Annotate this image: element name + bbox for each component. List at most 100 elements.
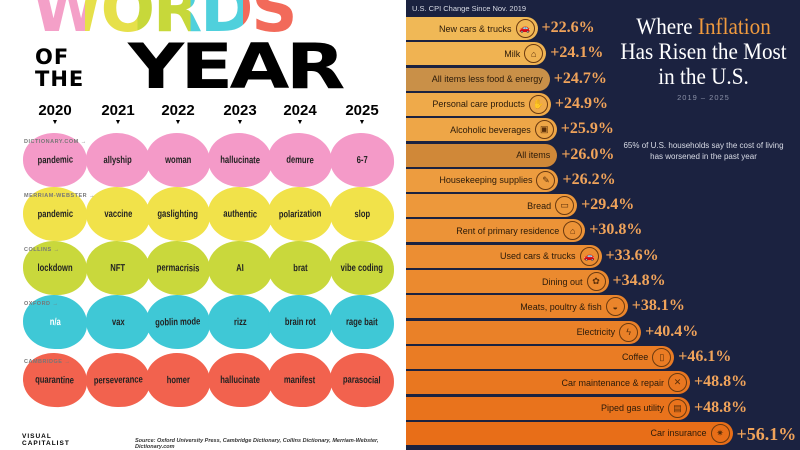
word-label: hallucinate bbox=[220, 374, 260, 386]
word-bubble: perseverance bbox=[85, 352, 151, 408]
bar-label: Housekeeping supplies bbox=[439, 175, 533, 186]
word-label: permacrisis bbox=[156, 261, 200, 275]
bar: Piped gas utility ▤ bbox=[406, 396, 691, 420]
word-bubble: NFT bbox=[85, 240, 151, 296]
bar: All items bbox=[406, 143, 558, 167]
steak-icon: ◒ bbox=[605, 297, 625, 317]
title-of: OF bbox=[35, 45, 70, 69]
bar: Milk ⌂ bbox=[406, 42, 547, 66]
value-label: +34.8% bbox=[612, 272, 666, 289]
chart-subtitle: U.S. CPI Change Since Nov. 2019 bbox=[412, 4, 527, 13]
word-label: allyship bbox=[103, 154, 133, 166]
word-bubble: slop bbox=[329, 186, 395, 242]
value-label: +25.9% bbox=[560, 120, 614, 138]
word-label: parasocial bbox=[343, 374, 381, 386]
title-of-the: OF THE bbox=[35, 46, 84, 90]
value-label: +48.8% bbox=[694, 398, 748, 416]
wrench-hammer-icon: ✕ bbox=[668, 373, 688, 393]
title-the: THE bbox=[35, 67, 85, 91]
bar-label: Meats, poultry & fish bbox=[520, 301, 602, 312]
bar: Alcoholic beverages ▣ bbox=[406, 118, 557, 142]
takeout-box-icon: ✿ bbox=[586, 272, 606, 291]
bar-label: New cars & trucks bbox=[439, 23, 512, 34]
word-bubble: brat bbox=[267, 240, 333, 296]
word-label: woman bbox=[164, 154, 192, 166]
word-label: n/a bbox=[49, 316, 61, 328]
word-bubble: vaccine bbox=[86, 187, 150, 241]
word-label: brat bbox=[292, 262, 308, 274]
dictionary-label: CAMBRIDGE → bbox=[24, 359, 71, 365]
inflation-chart: U.S. CPI Change Since Nov. 2019 New cars… bbox=[406, 0, 800, 450]
word-bubble: manifest bbox=[267, 352, 333, 408]
word-label: 6-7 bbox=[356, 154, 368, 166]
word-label: hallucinate bbox=[220, 154, 260, 166]
dictionary-label: MERRIAM-WEBSTER → bbox=[24, 193, 96, 199]
year-label: 2023 bbox=[210, 102, 270, 126]
bar-label: Coffee bbox=[621, 352, 649, 363]
word-label: demure bbox=[286, 154, 314, 166]
bar: Car maintenance & repair ✕ bbox=[406, 371, 691, 395]
bar-label: Car insurance bbox=[650, 428, 707, 439]
word-label: homer bbox=[166, 374, 190, 386]
bar: Rent of primary residence ⌂ bbox=[406, 219, 586, 243]
word-bubble: polarization bbox=[267, 186, 333, 242]
word-label: goblin mode bbox=[155, 315, 201, 329]
word-label: authentic bbox=[222, 208, 258, 220]
value-label: +38.1% bbox=[631, 297, 685, 315]
lightning-icon: ϟ bbox=[619, 322, 639, 342]
word-label: polarization bbox=[278, 207, 322, 221]
value-label: +22.6% bbox=[541, 19, 595, 36]
value-label: +30.8% bbox=[589, 221, 643, 239]
word-label: quarantine bbox=[35, 374, 75, 386]
value-label: +26.2% bbox=[562, 170, 616, 188]
bar: Meats, poultry & fish ◒ bbox=[406, 295, 628, 319]
milk-carton-icon: ⌂ bbox=[524, 44, 544, 64]
bar: Bread ▭ bbox=[406, 194, 578, 218]
word-bubble: brain rot bbox=[268, 295, 332, 349]
source-note: Source: Oxford University Press, Cambrid… bbox=[135, 438, 379, 450]
bar-label: Piped gas utility bbox=[600, 403, 665, 413]
bar: New cars & trucks 🚗 bbox=[406, 17, 538, 40]
value-label: +33.6% bbox=[605, 246, 659, 264]
bar-label: Used cars & trucks bbox=[500, 251, 576, 262]
year-label: 2022 bbox=[148, 102, 208, 126]
bar-label: All items bbox=[516, 150, 551, 160]
household-note: 65% of U.S. households say the cost of l… bbox=[623, 141, 784, 161]
word-bubble: gaslighting bbox=[145, 186, 211, 242]
value-label: +24.7% bbox=[553, 69, 607, 87]
value-label: +24.1% bbox=[550, 44, 604, 62]
word-label: vibe coding bbox=[340, 262, 384, 274]
car-icon: 🚗 bbox=[579, 246, 599, 266]
bar-label: Milk bbox=[504, 48, 521, 59]
year-range: 2019 – 2025 bbox=[677, 93, 730, 102]
word-label: pandemic bbox=[37, 154, 73, 166]
value-label: +24.9% bbox=[554, 94, 609, 112]
word-label: vaccine bbox=[104, 208, 132, 220]
bar: Dining out ✿ bbox=[406, 270, 609, 293]
title-words: WORDS bbox=[32, 0, 297, 42]
word-bubble: lockdown bbox=[23, 241, 87, 295]
gas-meter-icon: ▤ bbox=[668, 398, 688, 418]
word-label: NFT bbox=[110, 262, 126, 274]
word-label: rage bait bbox=[346, 316, 378, 328]
word-label: lockdown bbox=[37, 262, 73, 274]
beer-mug-icon: ▣ bbox=[534, 120, 554, 140]
bar-label: Personal care products bbox=[432, 99, 525, 110]
word-bubble: AI bbox=[207, 240, 273, 296]
coffee-cup-icon: ▯ bbox=[652, 347, 672, 367]
bar: Coffee ▯ bbox=[406, 345, 675, 369]
word-label: gaslighting bbox=[157, 208, 199, 220]
title-highlight: Inflation bbox=[697, 14, 771, 39]
year-label: 2021 bbox=[88, 102, 148, 126]
word-label: brain rot bbox=[284, 316, 316, 328]
value-label: +48.8% bbox=[694, 373, 748, 391]
year-label: 2025 bbox=[332, 102, 392, 126]
word-bubble: rage bait bbox=[329, 294, 395, 350]
year-label: 2020 bbox=[25, 102, 85, 126]
word-bubble: 6-7 bbox=[329, 132, 395, 188]
word-bubble: rizz bbox=[207, 294, 273, 350]
visual-capitalist-logo: VISUAL CAPITALIST bbox=[22, 433, 70, 447]
word-bubble: allyship bbox=[85, 132, 151, 188]
bar: Car insurance ✷ bbox=[406, 421, 733, 445]
